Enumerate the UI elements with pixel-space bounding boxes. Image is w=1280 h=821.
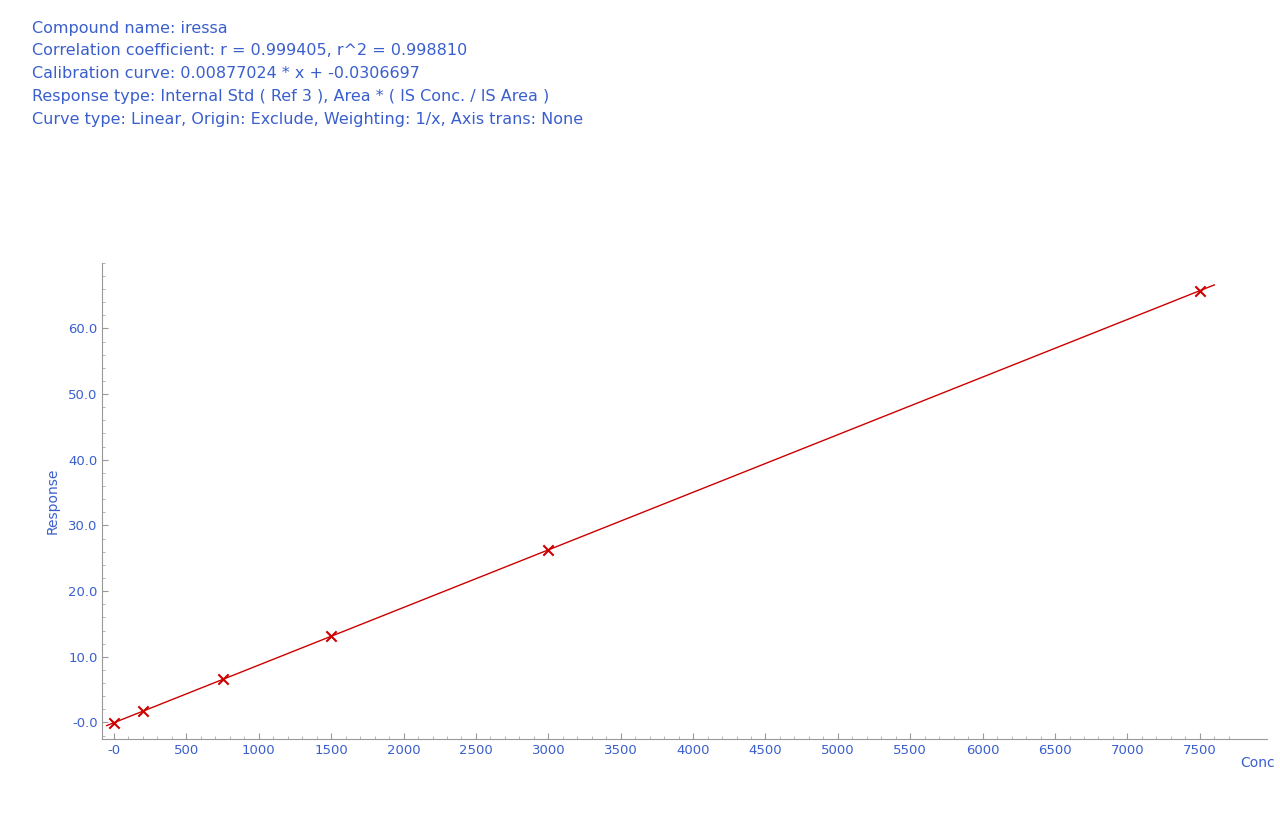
Point [212,673,233,686]
Y-axis label: Response: Response [46,468,60,534]
Point [538,544,558,557]
Point [133,704,154,718]
Point [1189,284,1210,297]
Text: Conc: Conc [1240,755,1275,769]
Point [104,716,124,729]
Point [321,630,342,643]
Text: Compound name: iressa
Correlation coefficient: r = 0.999405, r^2 = 0.998810
Cali: Compound name: iressa Correlation coeffi… [32,21,584,126]
